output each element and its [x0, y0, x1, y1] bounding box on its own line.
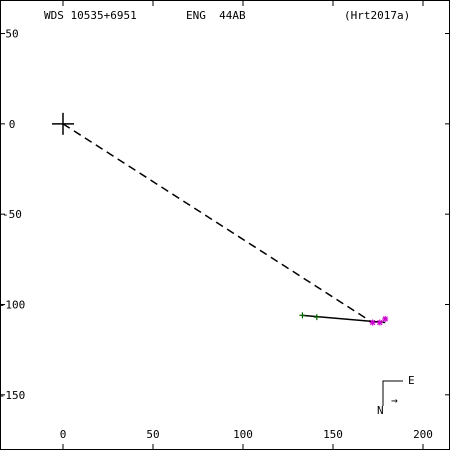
compass: E N → [377, 374, 415, 417]
marker-stroke [382, 316, 388, 322]
star-point-marker [369, 319, 376, 326]
header-system-id: WDS 10535+6951 [44, 9, 137, 22]
marker-stroke [369, 319, 376, 326]
y-tick-label: -150 [0, 389, 25, 402]
axis-tick-labels: 0 50 100 150 200 50 0 -50 -100 -150 [0, 28, 433, 441]
y-tick-label: -100 [0, 298, 25, 311]
compass-arrow-icon: → [391, 394, 398, 407]
x-tick-label: 150 [323, 428, 343, 441]
y-tick-label: 0 [9, 118, 16, 131]
x-tick-label: 200 [413, 428, 433, 441]
compass-east-label: E [408, 374, 415, 387]
y-tick-label: -50 [2, 208, 22, 221]
x-tick-label: 0 [60, 428, 67, 441]
separation-dashed-line [62, 123, 374, 324]
marker-stroke [377, 319, 383, 326]
header-reference: (Hrt2017a) [344, 9, 411, 22]
x-tick-label: 100 [233, 428, 253, 441]
compass-corner [382, 380, 403, 406]
compass-north-label: N [377, 404, 384, 417]
star-point-marker [376, 319, 383, 326]
star-point-marker [382, 315, 389, 322]
plus-point-marker [299, 312, 306, 319]
dashed-line [62, 123, 374, 324]
y-tick-label: 50 [5, 28, 18, 41]
primary-star-marker [52, 112, 74, 135]
x-tick-label: 50 [146, 428, 159, 441]
observation-points [299, 312, 389, 326]
plus-point-marker [313, 314, 320, 321]
header-discoverer: ENG 44AB [186, 9, 246, 22]
